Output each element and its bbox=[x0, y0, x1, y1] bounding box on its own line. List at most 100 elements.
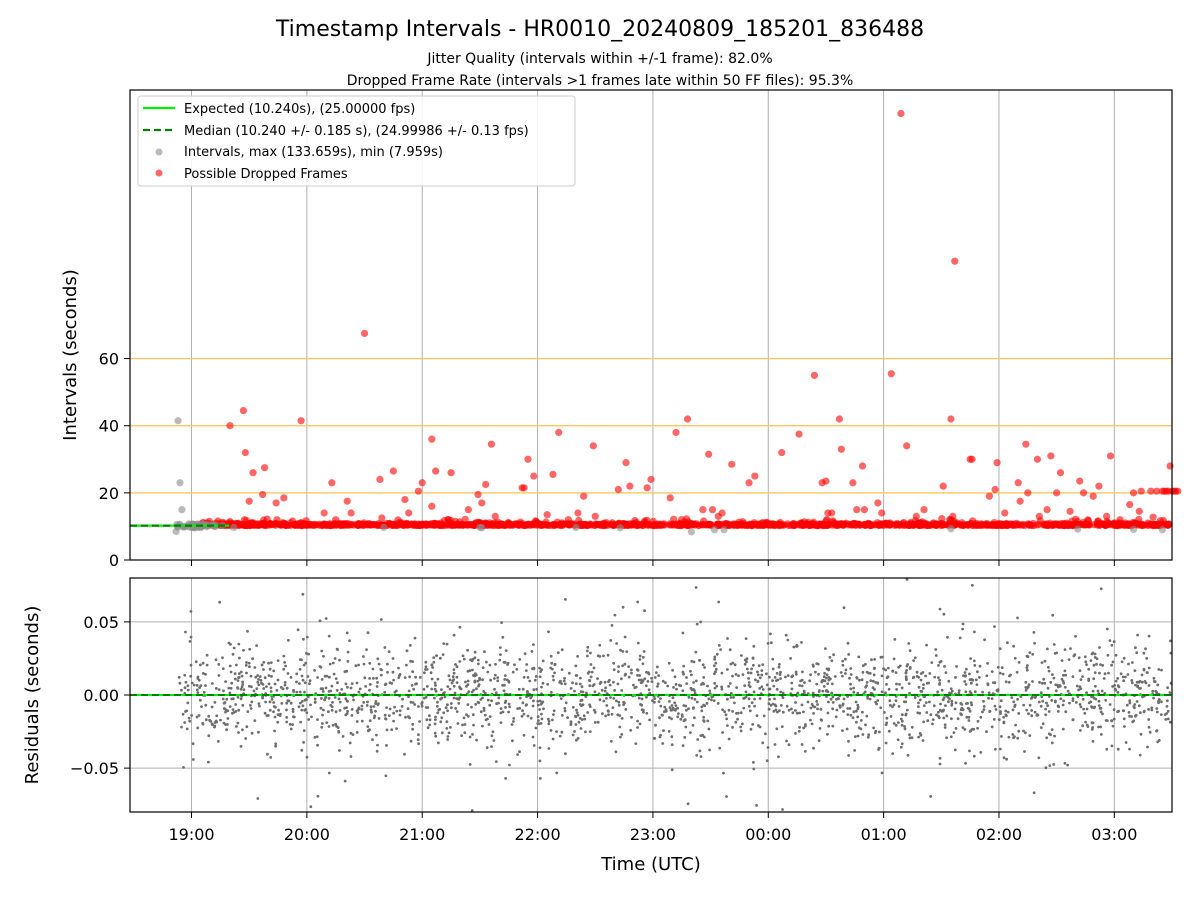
residual-point bbox=[865, 670, 869, 674]
residual-point bbox=[532, 688, 536, 692]
residual-point bbox=[569, 687, 573, 690]
residual-point bbox=[1078, 669, 1082, 673]
residual-point bbox=[288, 722, 292, 726]
residual-point bbox=[702, 715, 705, 719]
residual-point bbox=[464, 680, 467, 684]
residual-point bbox=[986, 662, 989, 665]
dropped-frame-point bbox=[589, 442, 597, 450]
residual-point bbox=[496, 679, 500, 683]
residual-point bbox=[638, 722, 642, 726]
residual-point bbox=[1016, 697, 1019, 701]
residual-point bbox=[574, 682, 578, 686]
residual-point bbox=[452, 633, 456, 637]
residual-point bbox=[779, 690, 783, 694]
residual-point bbox=[904, 712, 908, 716]
residual-point bbox=[803, 681, 806, 684]
residual-point bbox=[204, 672, 207, 676]
residual-point bbox=[225, 728, 229, 732]
residual-point bbox=[350, 708, 354, 711]
residual-point bbox=[376, 703, 380, 707]
dropped-frame-point bbox=[1014, 479, 1022, 487]
residual-point bbox=[720, 685, 723, 689]
residual-point bbox=[723, 710, 727, 714]
residual-point bbox=[492, 739, 496, 742]
residual-point bbox=[748, 709, 752, 713]
residual-point bbox=[241, 703, 245, 707]
residual-point bbox=[183, 721, 187, 724]
residual-point bbox=[440, 688, 443, 691]
dropped-frame-point bbox=[733, 521, 741, 529]
residual-point bbox=[233, 672, 237, 676]
residual-point bbox=[735, 711, 738, 715]
residual-point bbox=[920, 690, 924, 693]
residual-point bbox=[346, 650, 350, 654]
residual-point bbox=[504, 649, 508, 652]
residual-point bbox=[670, 743, 674, 747]
residual-point bbox=[925, 643, 928, 647]
residual-point bbox=[466, 648, 469, 652]
dropped-frame-point bbox=[751, 472, 759, 480]
residual-point bbox=[1030, 709, 1033, 712]
residual-point bbox=[276, 659, 280, 662]
residual-point bbox=[809, 706, 813, 710]
residual-point bbox=[1094, 697, 1098, 701]
residual-point bbox=[424, 695, 428, 699]
residual-point bbox=[777, 755, 780, 759]
dropped-frame-point bbox=[920, 506, 928, 514]
residual-point bbox=[1039, 726, 1043, 729]
dropped-frame-point bbox=[991, 485, 999, 494]
dropped-frame-point bbox=[249, 469, 257, 477]
residual-point bbox=[575, 708, 578, 712]
residual-point bbox=[868, 697, 872, 701]
residual-point bbox=[641, 679, 645, 683]
residual-point bbox=[663, 710, 666, 714]
residual-point bbox=[945, 714, 949, 718]
residual-point bbox=[992, 681, 995, 684]
residual-point bbox=[917, 701, 920, 705]
residual-point bbox=[320, 649, 324, 653]
residual-point bbox=[406, 707, 410, 711]
residual-point bbox=[842, 697, 846, 701]
residual-point bbox=[257, 702, 261, 705]
residual-point bbox=[816, 703, 819, 706]
residual-point bbox=[254, 675, 258, 679]
residual-point bbox=[436, 704, 439, 708]
residuals-y-ticks: −0.050.000.05 bbox=[70, 613, 130, 778]
residual-point bbox=[388, 681, 392, 685]
residual-point bbox=[892, 703, 896, 707]
residual-point bbox=[196, 675, 200, 679]
residual-point bbox=[316, 718, 319, 721]
dropped-frame-point bbox=[363, 521, 371, 529]
residual-point bbox=[794, 670, 798, 674]
residual-point bbox=[999, 699, 1003, 703]
residual-point bbox=[804, 723, 807, 726]
residual-point bbox=[947, 700, 950, 704]
residual-point bbox=[336, 648, 339, 651]
residual-point bbox=[241, 728, 244, 732]
residual-point bbox=[786, 638, 790, 642]
residual-point bbox=[756, 670, 759, 674]
residual-point bbox=[685, 708, 688, 712]
residual-point bbox=[716, 702, 720, 705]
residual-point bbox=[856, 703, 860, 707]
residual-point bbox=[276, 713, 280, 717]
residual-point bbox=[596, 720, 600, 724]
residual-point bbox=[1039, 704, 1043, 708]
dropped-frame-point bbox=[835, 415, 844, 423]
residual-point bbox=[575, 738, 578, 742]
residual-point bbox=[390, 728, 394, 732]
residual-point bbox=[922, 720, 925, 724]
residual-point bbox=[471, 713, 475, 717]
residual-point bbox=[1053, 734, 1056, 738]
residual-point bbox=[1093, 656, 1097, 659]
residual-point bbox=[507, 680, 511, 684]
residual-point bbox=[265, 685, 268, 688]
residual-point bbox=[706, 719, 710, 723]
residual-point bbox=[541, 681, 545, 685]
residual-point bbox=[794, 672, 798, 676]
residual-point bbox=[1095, 662, 1098, 666]
residual-point bbox=[236, 686, 239, 690]
residual-point bbox=[823, 679, 827, 683]
residual-point bbox=[368, 688, 371, 692]
